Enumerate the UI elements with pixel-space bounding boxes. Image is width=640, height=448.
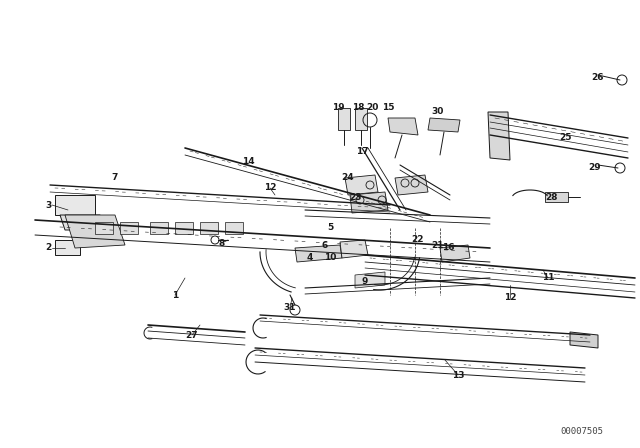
Text: 7: 7: [112, 173, 118, 182]
Text: 19: 19: [332, 103, 344, 112]
Text: 13: 13: [452, 370, 464, 379]
Polygon shape: [388, 118, 418, 135]
Polygon shape: [345, 175, 378, 195]
Polygon shape: [150, 222, 168, 234]
Polygon shape: [225, 222, 243, 234]
Polygon shape: [350, 192, 388, 213]
Polygon shape: [200, 222, 218, 234]
Text: 9: 9: [362, 277, 368, 287]
Text: 11: 11: [541, 273, 554, 283]
Text: 3: 3: [45, 201, 51, 210]
Polygon shape: [65, 215, 125, 248]
Text: 00007505: 00007505: [561, 427, 604, 436]
Polygon shape: [428, 118, 460, 132]
Polygon shape: [545, 192, 568, 202]
Text: 21: 21: [432, 241, 444, 250]
Text: 5: 5: [327, 224, 333, 233]
Text: 20: 20: [366, 103, 378, 112]
Polygon shape: [488, 112, 510, 160]
Text: 10: 10: [324, 254, 336, 263]
Text: 1: 1: [172, 290, 178, 300]
Text: 22: 22: [412, 236, 424, 245]
Text: 2: 2: [45, 244, 51, 253]
Polygon shape: [175, 222, 193, 234]
Polygon shape: [95, 222, 113, 234]
Text: 24: 24: [342, 173, 355, 182]
Text: 29: 29: [589, 164, 602, 172]
Polygon shape: [570, 332, 598, 348]
Polygon shape: [55, 240, 80, 255]
Polygon shape: [340, 240, 368, 258]
Text: 27: 27: [186, 331, 198, 340]
Text: 15: 15: [381, 103, 394, 112]
Text: 16: 16: [442, 244, 454, 253]
Text: 28: 28: [546, 194, 558, 202]
Text: 6: 6: [322, 241, 328, 250]
Text: 8: 8: [219, 238, 225, 247]
Text: 12: 12: [504, 293, 516, 302]
Text: 25: 25: [559, 134, 572, 142]
Text: 18: 18: [352, 103, 364, 112]
Text: 23: 23: [349, 194, 361, 202]
Text: 26: 26: [592, 73, 604, 82]
Text: 4: 4: [307, 254, 313, 263]
Polygon shape: [395, 175, 428, 195]
Polygon shape: [295, 245, 342, 262]
Text: 31: 31: [284, 303, 296, 313]
Text: 14: 14: [242, 158, 254, 167]
Polygon shape: [60, 215, 105, 230]
Polygon shape: [120, 222, 138, 234]
Polygon shape: [338, 108, 350, 130]
Text: 30: 30: [432, 108, 444, 116]
Polygon shape: [55, 195, 95, 215]
Polygon shape: [440, 245, 470, 262]
Polygon shape: [355, 108, 367, 130]
Text: 12: 12: [264, 184, 276, 193]
Text: 17: 17: [356, 147, 368, 156]
Polygon shape: [355, 272, 385, 288]
